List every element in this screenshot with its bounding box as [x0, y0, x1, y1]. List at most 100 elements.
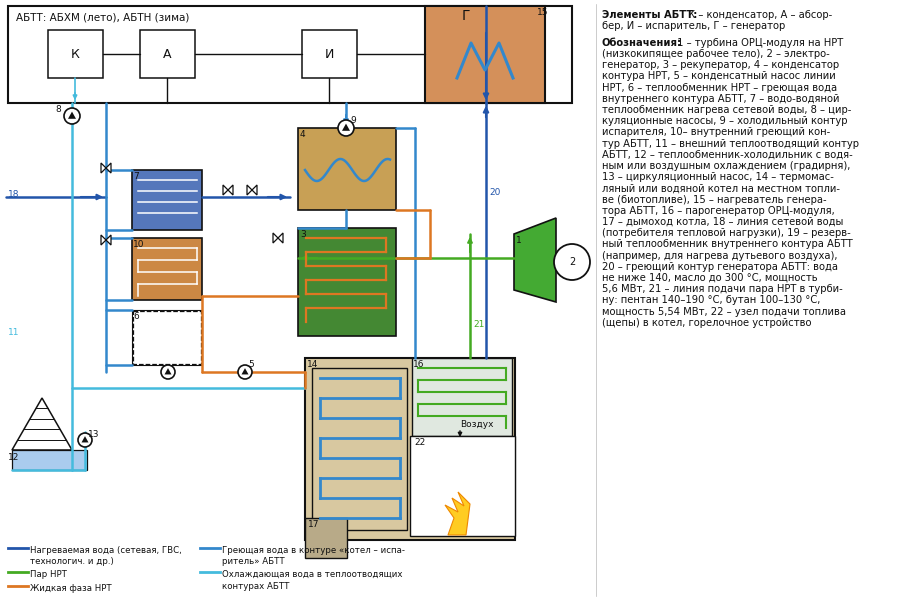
Bar: [305, 518, 347, 558]
Polygon shape: [101, 163, 106, 173]
Bar: [312, 368, 407, 530]
Circle shape: [238, 365, 252, 379]
Text: ляный или водяной котел на местном топли-: ляный или водяной котел на местном топли…: [602, 184, 840, 193]
Text: 1 – турбина ОРЦ-модуля на НРТ: 1 – турбина ОРЦ-модуля на НРТ: [674, 38, 843, 48]
Polygon shape: [252, 185, 257, 195]
Polygon shape: [101, 235, 106, 245]
Bar: [298, 228, 396, 336]
Text: мощность 5,54 МВт, 22 – узел подачи топлива: мощность 5,54 МВт, 22 – узел подачи топл…: [602, 307, 846, 317]
Text: Нагреваемая вода (сетевая, ГВС,: Нагреваемая вода (сетевая, ГВС,: [30, 546, 182, 555]
Polygon shape: [223, 185, 228, 195]
Bar: [410, 436, 515, 536]
Text: 1: 1: [516, 236, 522, 245]
Bar: [8, 6, 572, 103]
Text: 5: 5: [248, 360, 254, 369]
Polygon shape: [278, 233, 283, 243]
Circle shape: [161, 365, 175, 379]
Bar: [412, 358, 512, 436]
Text: 18: 18: [8, 190, 20, 199]
Text: К: К: [70, 47, 79, 61]
Text: 3: 3: [300, 230, 306, 239]
Text: Пар НРТ: Пар НРТ: [30, 570, 67, 579]
Circle shape: [78, 433, 92, 447]
Text: ный теплообменник внутреннего контура АБТТ: ный теплообменник внутреннего контура АБ…: [602, 239, 853, 250]
Text: 13 – циркуляционный насос, 14 – термомас-: 13 – циркуляционный насос, 14 – термомас…: [602, 172, 834, 182]
Polygon shape: [273, 233, 278, 243]
Polygon shape: [106, 163, 111, 173]
Text: бер, И – испаритель, Г – генератор: бер, И – испаритель, Г – генератор: [602, 21, 785, 31]
Text: 5,6 МВт, 21 – линия подачи пара НРТ в турби-: 5,6 МВт, 21 – линия подачи пара НРТ в ту…: [602, 284, 842, 294]
Text: АБТТ: АБХМ (лето), АБТН (зима): АБТТ: АБХМ (лето), АБТН (зима): [16, 12, 189, 22]
Polygon shape: [247, 185, 252, 195]
Text: 22: 22: [414, 438, 425, 447]
Text: Г: Г: [462, 9, 471, 23]
Polygon shape: [82, 436, 88, 442]
Text: 8: 8: [55, 105, 61, 114]
Text: 16: 16: [413, 360, 425, 369]
Bar: [305, 358, 515, 540]
Text: 4: 4: [300, 130, 306, 139]
Text: (например, для нагрева дутьевого воздуха),: (например, для нагрева дутьевого воздуха…: [602, 251, 838, 260]
Text: генератор, 3 – рекуператор, 4 – конденсатор: генератор, 3 – рекуператор, 4 – конденса…: [602, 60, 839, 70]
Text: НРТ, 6 – теплообменник НРТ – греющая вода: НРТ, 6 – теплообменник НРТ – греющая вод…: [602, 83, 837, 92]
Circle shape: [554, 244, 590, 280]
Text: Греющая вода в контуре «котел – испа-: Греющая вода в контуре «котел – испа-: [222, 546, 405, 555]
Bar: [425, 6, 545, 103]
Bar: [48, 30, 103, 78]
Text: Воздух: Воздух: [460, 420, 493, 429]
Text: Жидкая фаза НРТ: Жидкая фаза НРТ: [30, 584, 112, 593]
Text: Охлаждающая вода в теплоотводящих: Охлаждающая вода в теплоотводящих: [222, 570, 402, 579]
Text: не ниже 140, масло до 300 °С, мощность: не ниже 140, масло до 300 °С, мощность: [602, 273, 817, 283]
Text: ритель» АБТТ: ритель» АБТТ: [222, 557, 284, 566]
Text: 17 – дымоход котла, 18 – линия сетевой воды: 17 – дымоход котла, 18 – линия сетевой в…: [602, 217, 843, 227]
Polygon shape: [445, 492, 470, 535]
Text: 12: 12: [8, 453, 20, 462]
Bar: [12, 450, 87, 470]
Polygon shape: [228, 185, 233, 195]
Text: тора АБТТ, 16 – парогенератор ОРЦ-модуля,: тора АБТТ, 16 – парогенератор ОРЦ-модуля…: [602, 206, 835, 216]
Text: 9: 9: [350, 116, 356, 125]
Text: технологич. и др.): технологич. и др.): [30, 557, 113, 566]
Polygon shape: [68, 112, 76, 119]
Text: контура НРТ, 5 – конденсатный насос линии: контура НРТ, 5 – конденсатный насос лини…: [602, 71, 836, 82]
Text: К – конденсатор, А – абсор-: К – конденсатор, А – абсор-: [685, 10, 832, 20]
Circle shape: [64, 108, 80, 124]
Bar: [140, 30, 195, 78]
Text: (низкокипящее рабочее тело), 2 – электро-: (низкокипящее рабочее тело), 2 – электро…: [602, 49, 830, 59]
Polygon shape: [165, 368, 172, 374]
Text: 6: 6: [133, 312, 139, 321]
Text: контурах АБТТ: контурах АБТТ: [222, 582, 290, 591]
Text: 14: 14: [307, 360, 319, 369]
Text: куляционные насосы, 9 – холодильный контур: куляционные насосы, 9 – холодильный конт…: [602, 116, 848, 126]
Text: испарителя, 10– внутренний греющий кон-: испарителя, 10– внутренний греющий кон-: [602, 127, 830, 137]
Bar: [132, 238, 202, 300]
Text: 11: 11: [8, 328, 20, 337]
Polygon shape: [514, 218, 556, 302]
Text: А: А: [163, 47, 171, 61]
Polygon shape: [12, 398, 72, 450]
Text: ным или воздушным охлаждением (градирня),: ным или воздушным охлаждением (градирня)…: [602, 161, 850, 171]
Text: 17: 17: [308, 520, 320, 529]
Polygon shape: [342, 124, 350, 131]
Bar: [302, 30, 357, 78]
Polygon shape: [241, 368, 248, 374]
Text: 7: 7: [133, 172, 139, 181]
Text: 10: 10: [133, 240, 145, 249]
Bar: [298, 128, 396, 210]
Text: АБТТ, 12 – теплообменник-холодильник с водя-: АБТТ, 12 – теплообменник-холодильник с в…: [602, 150, 853, 160]
Text: 2: 2: [569, 257, 575, 267]
Text: теплообменник нагрева сетевой воды, 8 – цир-: теплообменник нагрева сетевой воды, 8 – …: [602, 105, 851, 115]
Text: 13: 13: [88, 430, 100, 439]
Circle shape: [338, 120, 354, 136]
Text: И: И: [324, 47, 334, 61]
Text: 21: 21: [473, 320, 484, 329]
Text: Обозначения:: Обозначения:: [602, 38, 682, 48]
Polygon shape: [106, 235, 111, 245]
Text: ну: пентан 140–190 °С, бутан 100–130 °С,: ну: пентан 140–190 °С, бутан 100–130 °С,: [602, 295, 821, 305]
Text: ве (биотопливе), 15 – нагреватель генера-: ве (биотопливе), 15 – нагреватель генера…: [602, 194, 826, 205]
Text: (щепы) в котел, горелочное устройство: (щепы) в котел, горелочное устройство: [602, 318, 812, 328]
Text: внутреннего контура АБТТ, 7 – водо-водяной: внутреннего контура АБТТ, 7 – водо-водян…: [602, 94, 840, 104]
Text: 15: 15: [537, 8, 548, 17]
Bar: [132, 170, 202, 230]
Bar: [132, 310, 202, 365]
